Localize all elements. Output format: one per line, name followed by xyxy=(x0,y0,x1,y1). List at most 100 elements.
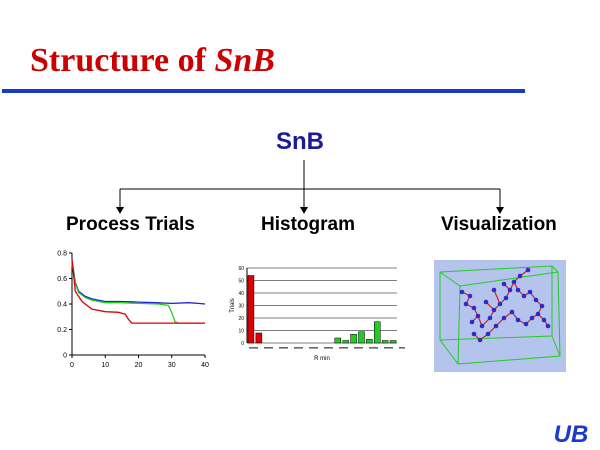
bar-chart-x-tick-label xyxy=(384,347,393,349)
viz-atom xyxy=(511,279,517,285)
bar-chart-bar-0 xyxy=(247,275,255,344)
viz-atom xyxy=(491,307,497,313)
bar-chart-x-label: R min xyxy=(314,356,330,362)
viz-atom xyxy=(483,299,489,305)
viz-box-edge xyxy=(551,265,559,273)
viz-atom xyxy=(515,287,521,293)
viz-background xyxy=(434,260,566,372)
histogram-bar-chart: 0 10 20 30 40 50 60 Trials R min xyxy=(230,266,405,362)
title-emphasis: SnB xyxy=(214,42,275,79)
line-chart-x-tick-label: 30 xyxy=(168,362,176,369)
bar-chart-y-tick-label: 30 xyxy=(238,304,244,310)
bar-chart-y-tick-label: 50 xyxy=(238,279,244,285)
viz-atom xyxy=(485,331,491,337)
viz-bond xyxy=(493,289,501,305)
viz-atom xyxy=(467,293,473,299)
viz-atom xyxy=(501,315,507,321)
bar-chart-x-tick-label xyxy=(369,347,378,349)
line-chart-series-2 xyxy=(71,259,205,324)
ub-logo-text: UB xyxy=(554,421,589,446)
line-chart-series-1 xyxy=(71,263,205,324)
bar-chart-y-label: Trials xyxy=(230,298,236,312)
tree-root-label: SnB xyxy=(276,128,324,155)
line-chart-y-tick-label: 0.8 xyxy=(57,251,67,258)
viz-atom xyxy=(535,311,541,317)
bar-chart-y-tick-label: 20 xyxy=(238,316,244,322)
line-chart-y-tick-label: 0 xyxy=(63,353,67,360)
viz-box-edge xyxy=(439,271,461,287)
viz-atom xyxy=(539,303,545,309)
viz-atom xyxy=(491,287,497,293)
viz-atom xyxy=(477,337,483,343)
bar-chart-bar-16 xyxy=(374,321,381,344)
bar-chart-bar-1 xyxy=(255,332,263,344)
bar-chart-bar-11 xyxy=(334,337,342,344)
arrowhead-center xyxy=(300,207,308,214)
bar-chart-x-tick-label xyxy=(279,347,288,349)
bar-chart-y-tick-label: 60 xyxy=(238,266,244,272)
viz-atom xyxy=(517,273,523,279)
line-chart-x-tick-label: 0 xyxy=(70,362,74,369)
viz-atom xyxy=(471,305,477,311)
viz-atom xyxy=(527,289,533,295)
viz-atom xyxy=(487,315,493,321)
line-chart-x-tick-label: 10 xyxy=(101,362,109,369)
line-chart-series-0 xyxy=(71,260,206,305)
bar-chart-y-tick-label: 0 xyxy=(241,341,244,347)
bar-chart-y-tick-label: 10 xyxy=(238,329,244,335)
viz-atom xyxy=(521,293,527,299)
bar-chart-bar-14 xyxy=(358,331,365,344)
bar-chart-bar-15 xyxy=(366,339,373,344)
bar-chart-bar-12 xyxy=(342,340,349,344)
viz-atom xyxy=(529,315,535,321)
line-chart-y-tick-label: 0.2 xyxy=(57,327,67,334)
viz-atom xyxy=(475,313,481,319)
bar-chart-x-tick-label xyxy=(309,347,318,349)
viz-atom xyxy=(479,323,485,329)
viz-atom xyxy=(459,289,465,295)
bar-chart-x-tick-label xyxy=(264,347,273,349)
line-chart-x-tick-label: 40 xyxy=(201,362,209,369)
arrowhead-left xyxy=(116,207,124,214)
bar-chart-bar-13 xyxy=(350,334,357,344)
ub-logo: UB xyxy=(554,421,589,446)
viz-atom xyxy=(509,309,515,315)
bar-chart-y-tick-label: 40 xyxy=(238,291,244,297)
viz-atom xyxy=(507,287,513,293)
line-chart-x-tick-label: 20 xyxy=(135,362,143,369)
bar-chart-x-tick-label xyxy=(324,347,333,349)
viz-atom xyxy=(501,281,507,287)
viz-box-edge xyxy=(439,339,459,365)
bar-chart-bar-17 xyxy=(381,340,389,344)
line-chart-y-tick-label: 0.6 xyxy=(57,276,67,283)
viz-atom xyxy=(523,321,529,327)
tree-child-histogram: Histogram xyxy=(261,214,355,235)
viz-atom xyxy=(545,323,551,329)
viz-atom xyxy=(541,317,547,323)
bar-chart-x-tick-label xyxy=(399,347,405,349)
line-chart-y-tick-label: 0.4 xyxy=(57,302,67,309)
title-prefix: Structure of xyxy=(30,42,215,79)
bar-chart-x-tick-label xyxy=(249,347,258,349)
title-underline xyxy=(2,89,525,93)
tree-child-process-trials: Process Trials xyxy=(66,214,195,235)
viz-atom xyxy=(503,295,509,301)
process-trials-line-chart: 0 0.2 0.4 0.6 0.8 0 10 20 30 40 xyxy=(57,251,209,370)
bar-chart-x-tick-label xyxy=(294,347,303,349)
bar-chart-bar-18 xyxy=(389,340,397,344)
viz-box-edge xyxy=(551,335,561,357)
viz-atom xyxy=(463,301,469,307)
tree-child-visualization: Visualization xyxy=(441,214,557,235)
slide-title: Structure of SnB xyxy=(30,44,275,78)
viz-atom xyxy=(471,331,477,337)
arrowhead-right xyxy=(496,207,504,214)
viz-atom xyxy=(515,317,521,323)
viz-atom xyxy=(497,301,503,307)
bar-chart-x-tick-label xyxy=(354,347,363,349)
viz-atom xyxy=(525,267,531,273)
bar-chart-x-tick-label xyxy=(339,347,348,349)
molecule-visualization xyxy=(434,260,566,372)
viz-atom xyxy=(493,323,499,329)
viz-atom xyxy=(469,319,475,325)
